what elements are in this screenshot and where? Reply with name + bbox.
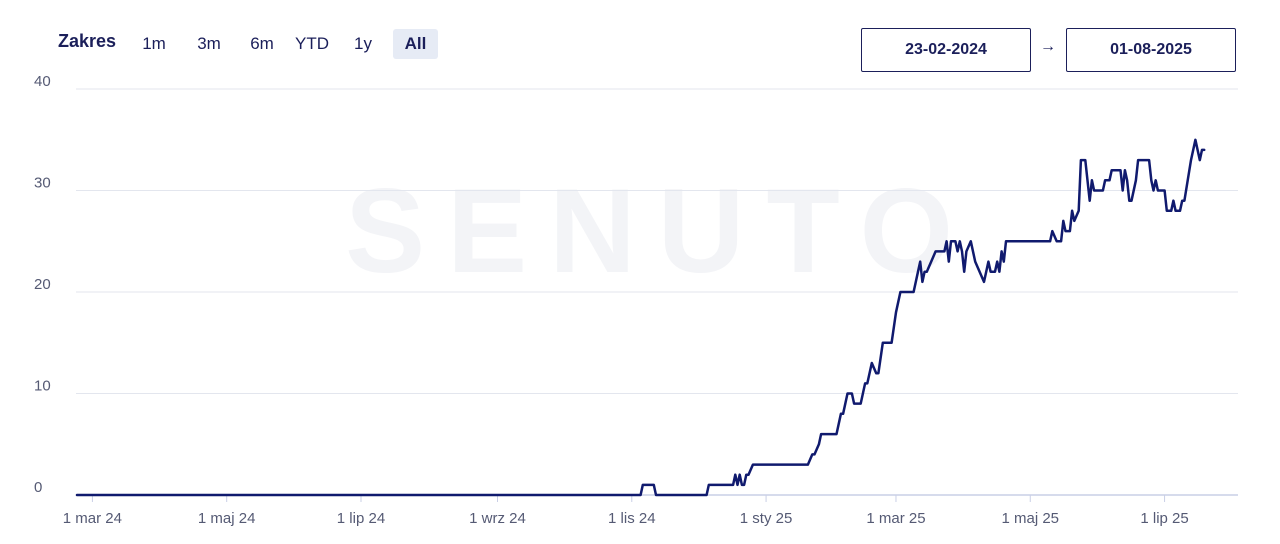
range-all-button[interactable]: All: [393, 29, 438, 59]
x-tick-label: 1 mar 24: [63, 510, 122, 527]
arrow-right-icon: →: [1040, 38, 1056, 55]
date-to-field[interactable]: 01-08-2025: [1066, 28, 1236, 72]
x-tick-label: 1 wrz 24: [469, 510, 526, 527]
grid-lines: [76, 88, 1238, 394]
range-3m-button[interactable]: 3m: [197, 34, 221, 53]
x-axis-labels: 1 mar 24 1 maj 24 1 lip 24 1 wrz 24 1 lis 24…: [63, 510, 1189, 527]
range-1m-button[interactable]: 1m: [142, 34, 166, 53]
y-tick-label: 40: [34, 73, 51, 90]
range-label: Zakres: [58, 31, 117, 51]
series-line-0: [75, 138, 1206, 497]
x-tick-label: 1 lis 24: [608, 510, 656, 527]
x-tick-label: 1 sty 25: [740, 510, 793, 527]
x-tick-label: 1 lip 25: [1140, 510, 1188, 527]
range-toolbar: Zakres 1m 3m 6m YTD 1y All 23-02-2024 → …: [0, 0, 1280, 80]
y-tick-label: 0: [34, 479, 42, 496]
date-from-field[interactable]: 23-02-2024: [861, 28, 1031, 72]
x-tick-label: 1 maj 25: [1001, 510, 1059, 527]
y-tick-label: 30: [34, 175, 51, 192]
range-ytd-button[interactable]: YTD: [295, 34, 329, 53]
y-tick-label: 10: [34, 378, 51, 395]
x-tick-label: 1 lip 24: [337, 510, 385, 527]
y-axis-labels: 0 10 20 30 40: [34, 73, 51, 496]
series-layer: [75, 138, 1206, 497]
range-6m-button[interactable]: 6m: [250, 34, 274, 53]
y-tick-label: 20: [34, 276, 51, 293]
x-tick-label: 1 maj 24: [198, 510, 256, 527]
x-tick-label: 1 mar 25: [866, 510, 925, 527]
senuto-watermark: SENUTO: [345, 164, 975, 298]
range-1y-button[interactable]: 1y: [354, 34, 372, 53]
